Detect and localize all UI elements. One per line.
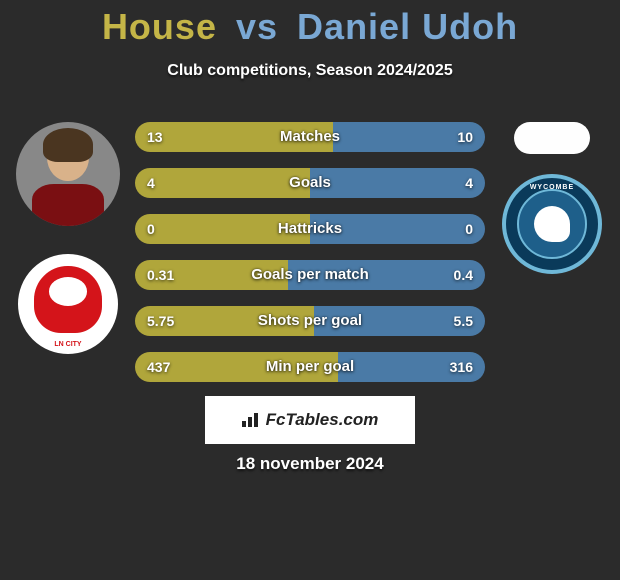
stat-bar: Goals4 4 [135,168,485,198]
stat-bar: Hattricks0 0 [135,214,485,244]
stat-bars: Matches13 10 Goals4 4 Hattricks0 0 Goals per m… [135,122,485,382]
date-text: 18 november 2024 [0,454,620,474]
stat-label: Shots per goal [135,306,485,336]
stat-value-right: 10 [457,122,473,152]
player2-name: Daniel Udoh [297,6,518,47]
stat-label: Goals per match [135,260,485,290]
right-column: WYCOMBE [492,122,612,274]
player1-team-badge: LN CITY [18,254,118,354]
player2-team-badge: WYCOMBE [502,174,602,274]
stat-value-left: 13 [147,122,163,152]
stat-value-right: 5.5 [454,306,473,336]
stat-value-left: 0 [147,214,155,244]
stat-bar: Shots per goal5.75 5.5 [135,306,485,336]
stat-value-left: 437 [147,352,170,382]
chart-icon [242,413,260,427]
stat-value-right: 4 [465,168,473,198]
vs-text: vs [236,6,278,47]
site-badge: FcTables.com [205,396,415,444]
player1-avatar [16,122,120,226]
player1-name: House [102,6,217,47]
stat-label: Matches [135,122,485,152]
stat-value-right: 0.4 [454,260,473,290]
stat-value-left: 0.31 [147,260,174,290]
stat-value-right: 316 [450,352,473,382]
stat-label: Hattricks [135,214,485,244]
stat-label: Goals [135,168,485,198]
stat-label: Min per goal [135,352,485,382]
site-name: FcTables.com [266,410,379,430]
subtitle: Club competitions, Season 2024/2025 [0,62,620,80]
stat-bar: Min per goal437 316 [135,352,485,382]
stat-value-left: 5.75 [147,306,174,336]
stat-bar: Matches13 10 [135,122,485,152]
left-column: LN CITY [8,122,128,354]
stat-value-right: 0 [465,214,473,244]
stat-value-left: 4 [147,168,155,198]
player2-avatar [514,122,590,154]
stat-bar: Goals per match0.31 0.4 [135,260,485,290]
comparison-title: House vs Daniel Udoh [0,0,620,48]
